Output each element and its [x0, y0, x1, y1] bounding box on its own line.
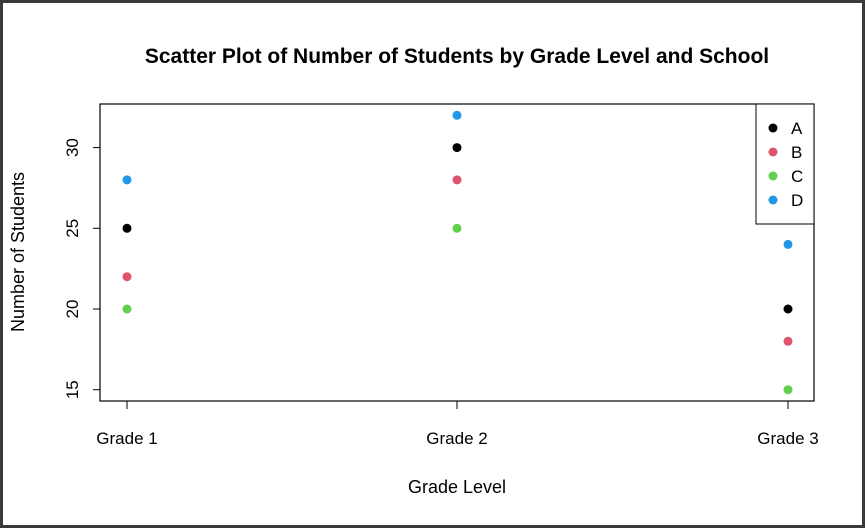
- y-axis-title: Number of Students: [8, 172, 28, 332]
- legend-label: D: [791, 191, 803, 210]
- data-points: [122, 110, 793, 395]
- point-C-grade-2: [452, 223, 462, 233]
- point-B-grade-3: [783, 336, 793, 346]
- y-tick-label: 25: [63, 219, 82, 238]
- point-A-grade-2: [452, 143, 462, 153]
- point-B-grade-1: [122, 272, 132, 282]
- legend-label: B: [791, 143, 802, 162]
- legend-box: [755, 103, 815, 225]
- point-C-grade-3: [783, 385, 793, 395]
- legend-marker: [768, 123, 778, 133]
- point-A-grade-1: [122, 223, 132, 233]
- x-tick-label: Grade 2: [426, 429, 487, 448]
- x-tick-label: Grade 3: [757, 429, 818, 448]
- legend-label: C: [791, 167, 803, 186]
- legend-marker: [768, 171, 778, 181]
- y-axis: 15 20 25 30: [63, 138, 101, 399]
- y-tick-label: 20: [63, 300, 82, 319]
- point-D-grade-1: [122, 175, 132, 185]
- point-C-grade-1: [122, 304, 132, 314]
- x-axis-title: Grade Level: [408, 477, 506, 497]
- x-tick-label: Grade 1: [96, 429, 157, 448]
- y-tick-label: 30: [63, 138, 82, 157]
- x-axis: Grade 1 Grade 2 Grade 3: [96, 400, 819, 448]
- point-B-grade-2: [452, 175, 462, 185]
- legend-marker: [768, 195, 778, 205]
- point-D-grade-3: [783, 239, 793, 249]
- y-tick-label: 15: [63, 380, 82, 399]
- chart-title: Scatter Plot of Number of Students by Gr…: [145, 45, 769, 68]
- point-D-grade-2: [452, 110, 462, 120]
- point-A-grade-3: [783, 304, 793, 314]
- legend-label: A: [791, 119, 803, 138]
- legend-marker: [768, 147, 778, 157]
